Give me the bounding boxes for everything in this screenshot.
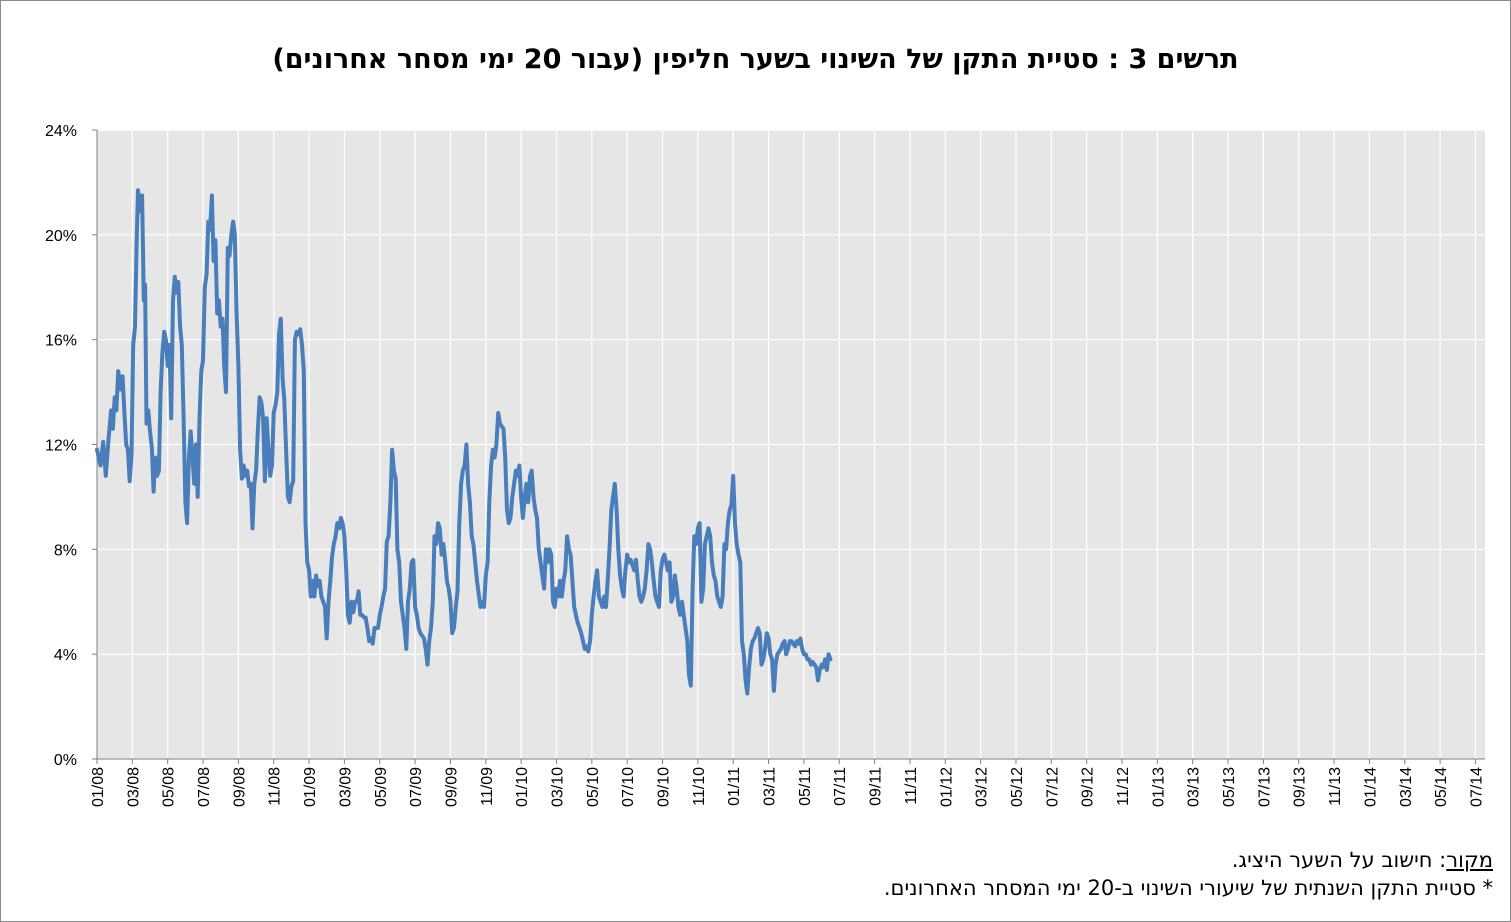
x-tick-label: 07/09: [408, 767, 425, 807]
footnote: * סטיית התקן השנתית של שיעורי השינוי ב-2…: [883, 876, 1493, 900]
x-tick-label: 01/13: [1150, 767, 1167, 807]
x-tick-label: 07/14: [1468, 767, 1485, 807]
y-tick-label: 20%: [45, 228, 77, 245]
y-tick-label: 16%: [45, 333, 77, 350]
source-label: מקור: [1446, 848, 1493, 872]
x-tick-label: 05/08: [161, 767, 178, 807]
x-tick-label: 05/14: [1433, 767, 1450, 807]
x-tick-label: 03/13: [1186, 767, 1203, 807]
x-tick-label: 05/10: [585, 767, 602, 807]
x-tick-label: 03/14: [1398, 767, 1415, 807]
x-tick-label: 09/13: [1292, 767, 1309, 807]
x-tick-label: 01/09: [302, 767, 319, 807]
x-tick-label: 01/12: [938, 767, 955, 807]
x-tick-label: 03/08: [125, 767, 142, 807]
x-tick-label: 03/10: [549, 767, 566, 807]
x-tick-label: 09/11: [868, 767, 885, 806]
x-tick-label: 01/11: [726, 767, 743, 806]
horizontal-gridlines: [97, 129, 1485, 655]
series-group: [95, 188, 833, 696]
x-tick-label: 03/11: [762, 767, 779, 806]
x-tick-label: 01/08: [90, 767, 107, 807]
x-tick-label: 05/11: [797, 767, 814, 806]
y-tick-label: 0%: [54, 752, 77, 769]
y-tick-label: 24%: [45, 123, 77, 140]
series-line: [95, 188, 833, 696]
x-tick-label: 07/10: [620, 767, 637, 807]
x-tick-label: 05/13: [1221, 767, 1238, 807]
x-tick-label: 09/09: [443, 767, 460, 807]
x-tick-label: 07/11: [832, 767, 849, 806]
x-tick-label: 03/09: [337, 767, 354, 807]
x-tick-label: 11/12: [1115, 767, 1132, 806]
source-text: : חישוב על השער היציג.: [1231, 848, 1447, 872]
x-tick-label: 07/12: [1044, 767, 1061, 807]
x-tick-label: 09/10: [656, 767, 673, 807]
y-tick-label: 12%: [45, 438, 77, 455]
x-tick-label: 11/09: [479, 767, 496, 806]
x-tick-label: 05/12: [1009, 767, 1026, 807]
source-note: מקור: חישוב על השער היציג.: [1232, 848, 1493, 872]
x-tick-label: 01/14: [1362, 767, 1379, 807]
x-tick-label: 09/12: [1080, 767, 1097, 807]
x-tick-label: 11/13: [1327, 767, 1344, 806]
y-tick-label: 8%: [54, 542, 77, 559]
x-tick-label: 07/08: [196, 767, 213, 807]
x-axis-ticks: 01/08 03/08 05/08 07/08 09/08 11/08 01/09 03/09…: [90, 759, 1485, 807]
x-tick-label: 03/12: [974, 767, 991, 807]
x-tick-label: 09/08: [231, 767, 248, 807]
y-tick-label: 4%: [54, 647, 77, 664]
x-tick-label: 07/13: [1256, 767, 1273, 807]
x-tick-label: 05/09: [373, 767, 390, 807]
x-tick-label: 01/10: [514, 767, 531, 807]
y-axis-ticks: 0% 4% 8% 12% 16% 20% 24%: [45, 123, 97, 769]
x-tick-label: 11/08: [267, 767, 284, 806]
x-tick-label: 11/11: [903, 767, 920, 805]
x-tick-label: 11/10: [691, 767, 708, 806]
chart-title: תרשים 3 : סטיית התקן של השינוי בשער חליפ…: [272, 44, 1239, 75]
